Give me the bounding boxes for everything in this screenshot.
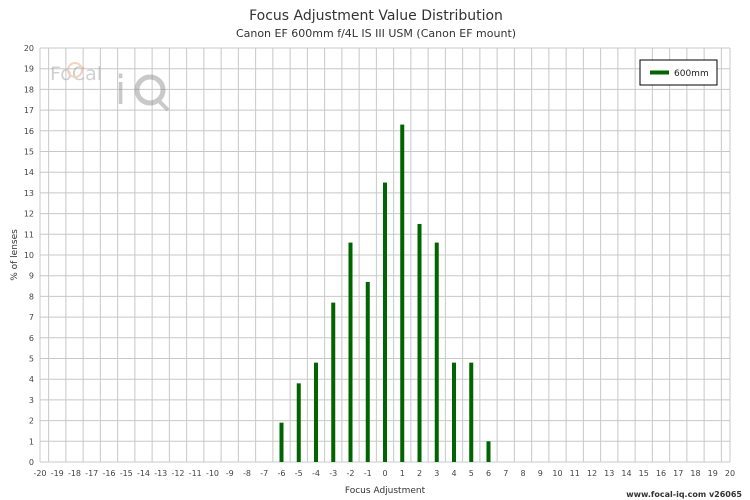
bar <box>434 242 439 462</box>
y-axis-label: % of lenses <box>10 229 20 281</box>
bar <box>486 441 491 462</box>
x-tick-label: -13 <box>154 469 167 478</box>
x-tick-label: 13 <box>604 469 614 478</box>
x-tick-label: 1 <box>400 469 405 478</box>
svg-text:i: i <box>115 68 126 114</box>
y-tick-label: 13 <box>24 189 34 198</box>
y-tick-label: 0 <box>29 458 34 467</box>
bar <box>296 383 301 462</box>
credit-text: www.focal-iq.com v26065 <box>626 490 742 499</box>
x-tick-label: 11 <box>570 469 580 478</box>
y-tick-label: 2 <box>29 417 34 426</box>
focal-iq-logo: FoCal i <box>50 62 170 114</box>
bar <box>331 302 336 462</box>
svg-text:FoCal: FoCal <box>50 63 102 85</box>
x-tick-label: 14 <box>621 469 631 478</box>
x-tick-label: -7 <box>260 469 268 478</box>
chart-subtitle: Canon EF 600mm f/4L IS III USM (Canon EF… <box>236 27 516 40</box>
x-tick-label: 10 <box>552 469 562 478</box>
x-tick-label: 4 <box>451 469 456 478</box>
x-tick-label: 7 <box>503 469 508 478</box>
bar <box>383 182 387 463</box>
bar <box>348 242 353 462</box>
y-tick-label: 15 <box>24 148 34 157</box>
x-tick-label: -2 <box>347 469 355 478</box>
x-tick-label: -4 <box>312 469 320 478</box>
y-tick-label: 7 <box>29 313 34 322</box>
y-tick-label: 8 <box>29 292 34 301</box>
x-tick-label: 2 <box>417 469 422 478</box>
x-tick-label: -18 <box>68 469 81 478</box>
bar <box>314 362 318 462</box>
x-tick-label: -16 <box>102 469 115 478</box>
x-tick-label: -5 <box>295 469 303 478</box>
x-tick-label: 18 <box>690 469 700 478</box>
x-tick-label: -12 <box>171 469 184 478</box>
x-tick-label: 20 <box>725 469 735 478</box>
x-tick-label: -11 <box>189 469 202 478</box>
legend-label: 600mm <box>674 69 709 79</box>
x-tick-label: 9 <box>538 469 543 478</box>
bar <box>452 362 456 462</box>
x-tick-label: 17 <box>673 469 683 478</box>
y-tick-label: 3 <box>29 396 34 405</box>
y-tick-label: 5 <box>29 355 34 364</box>
x-tick-label: -20 <box>33 469 46 478</box>
bar <box>365 281 370 462</box>
x-tick-label: 15 <box>639 469 649 478</box>
x-tick-label: -15 <box>120 469 133 478</box>
bar <box>417 223 422 462</box>
x-tick-label: 12 <box>587 469 597 478</box>
y-tick-label: 18 <box>24 85 34 94</box>
bars <box>279 124 491 463</box>
legend: 600mm <box>639 59 718 86</box>
x-tick-label: -17 <box>85 469 98 478</box>
x-tick-label: 0 <box>382 469 387 478</box>
x-tick-label: 5 <box>469 469 474 478</box>
y-tick-label: 17 <box>24 106 34 115</box>
y-tick-label: 10 <box>24 251 34 260</box>
x-tick-label: -19 <box>51 469 64 478</box>
x-tick-label: -10 <box>206 469 219 478</box>
x-tick-label: -6 <box>278 469 286 478</box>
bar <box>469 362 474 462</box>
bar <box>400 124 405 462</box>
x-tick-label: 19 <box>708 469 718 478</box>
x-tick-label: 3 <box>434 469 439 478</box>
y-tick-label: 14 <box>24 168 34 177</box>
x-tick-label: -9 <box>226 469 234 478</box>
x-axis-label: Focus Adjustment <box>345 486 426 496</box>
x-tick-label: 6 <box>486 469 491 478</box>
y-tick-label: 12 <box>24 210 34 219</box>
y-tick-label: 19 <box>24 65 34 74</box>
x-tick-label: -3 <box>329 469 337 478</box>
x-tick-label: -8 <box>243 469 251 478</box>
y-tick-label: 20 <box>24 44 34 53</box>
bar <box>279 422 284 462</box>
y-tick-label: 1 <box>29 437 34 446</box>
x-tick-label: -1 <box>364 469 372 478</box>
chart-title: Focus Adjustment Value Distribution <box>249 8 503 24</box>
y-tick-label: 6 <box>29 334 34 343</box>
y-tick-label: 16 <box>24 127 34 136</box>
y-tick-label: 11 <box>24 230 34 239</box>
x-tick-label: 16 <box>656 469 666 478</box>
y-tick-label: 4 <box>29 375 34 384</box>
x-tick-label: -14 <box>137 469 150 478</box>
y-tick-label: 9 <box>29 272 34 281</box>
x-tick-label: 8 <box>520 469 525 478</box>
